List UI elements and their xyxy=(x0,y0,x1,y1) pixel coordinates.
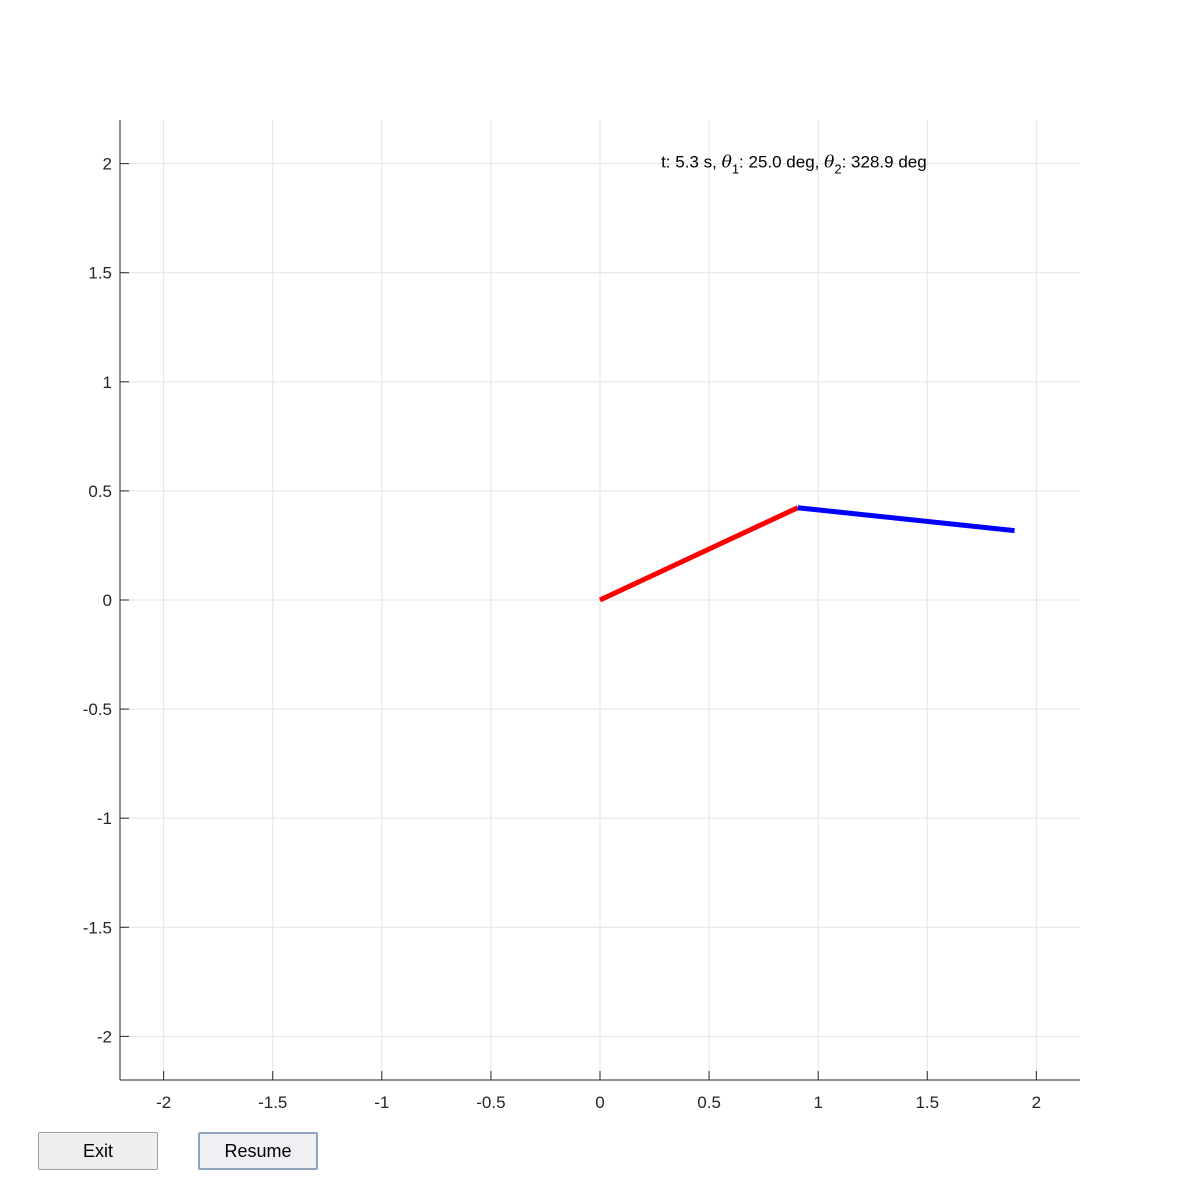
y-tick-label: 2 xyxy=(103,155,112,174)
link-2-line xyxy=(797,505,1015,534)
x-tick-label: -1.5 xyxy=(258,1093,287,1112)
theta2-value: : 328.9 deg xyxy=(842,153,927,172)
y-tick-label: -0.5 xyxy=(83,700,112,719)
theta2-subscript: 2 xyxy=(834,162,841,177)
y-tick-label: 1 xyxy=(103,373,112,392)
x-tick-label: -0.5 xyxy=(476,1093,505,1112)
x-tick-label: 0.5 xyxy=(697,1093,721,1112)
axes xyxy=(119,120,1080,1081)
y-tick-label: 0.5 xyxy=(88,482,112,501)
y-tick-label: -1 xyxy=(97,809,112,828)
annotation-prefix: t: 5.3 s, xyxy=(661,153,721,172)
y-tick-label: 0 xyxy=(103,591,112,610)
tick-labels: -2 -1.5 -1 -0.5 0 0.5 1 1.5 2 -2 -1.5 -1 -0.5 0 0.5 1 1.… xyxy=(83,155,1041,1112)
theta2-symbol: θ xyxy=(824,153,834,173)
state-annotation: t: 5.3 s, θ1: 25.0 deg, θ2: 328.9 deg xyxy=(661,153,927,177)
x-tick-label: 2 xyxy=(1032,1093,1041,1112)
y-tick-label: 1.5 xyxy=(88,264,112,283)
theta1-symbol: θ xyxy=(722,153,732,173)
pendulum-links xyxy=(598,505,1015,603)
x-tick-label: -2 xyxy=(156,1093,171,1112)
exit-button[interactable]: Exit xyxy=(38,1132,158,1170)
y-tick-label: -1.5 xyxy=(83,918,112,937)
x-tick-label: 1 xyxy=(813,1093,822,1112)
x-tick-label: 0 xyxy=(595,1093,604,1112)
theta1-value: : 25.0 deg, xyxy=(739,153,824,172)
y-tick-label: -2 xyxy=(97,1027,112,1046)
x-tick-label: 1.5 xyxy=(915,1093,939,1112)
theta1-subscript: 1 xyxy=(732,162,739,177)
resume-button[interactable]: Resume xyxy=(198,1132,318,1170)
link-1-line xyxy=(598,505,799,603)
x-tick-label: -1 xyxy=(374,1093,389,1112)
